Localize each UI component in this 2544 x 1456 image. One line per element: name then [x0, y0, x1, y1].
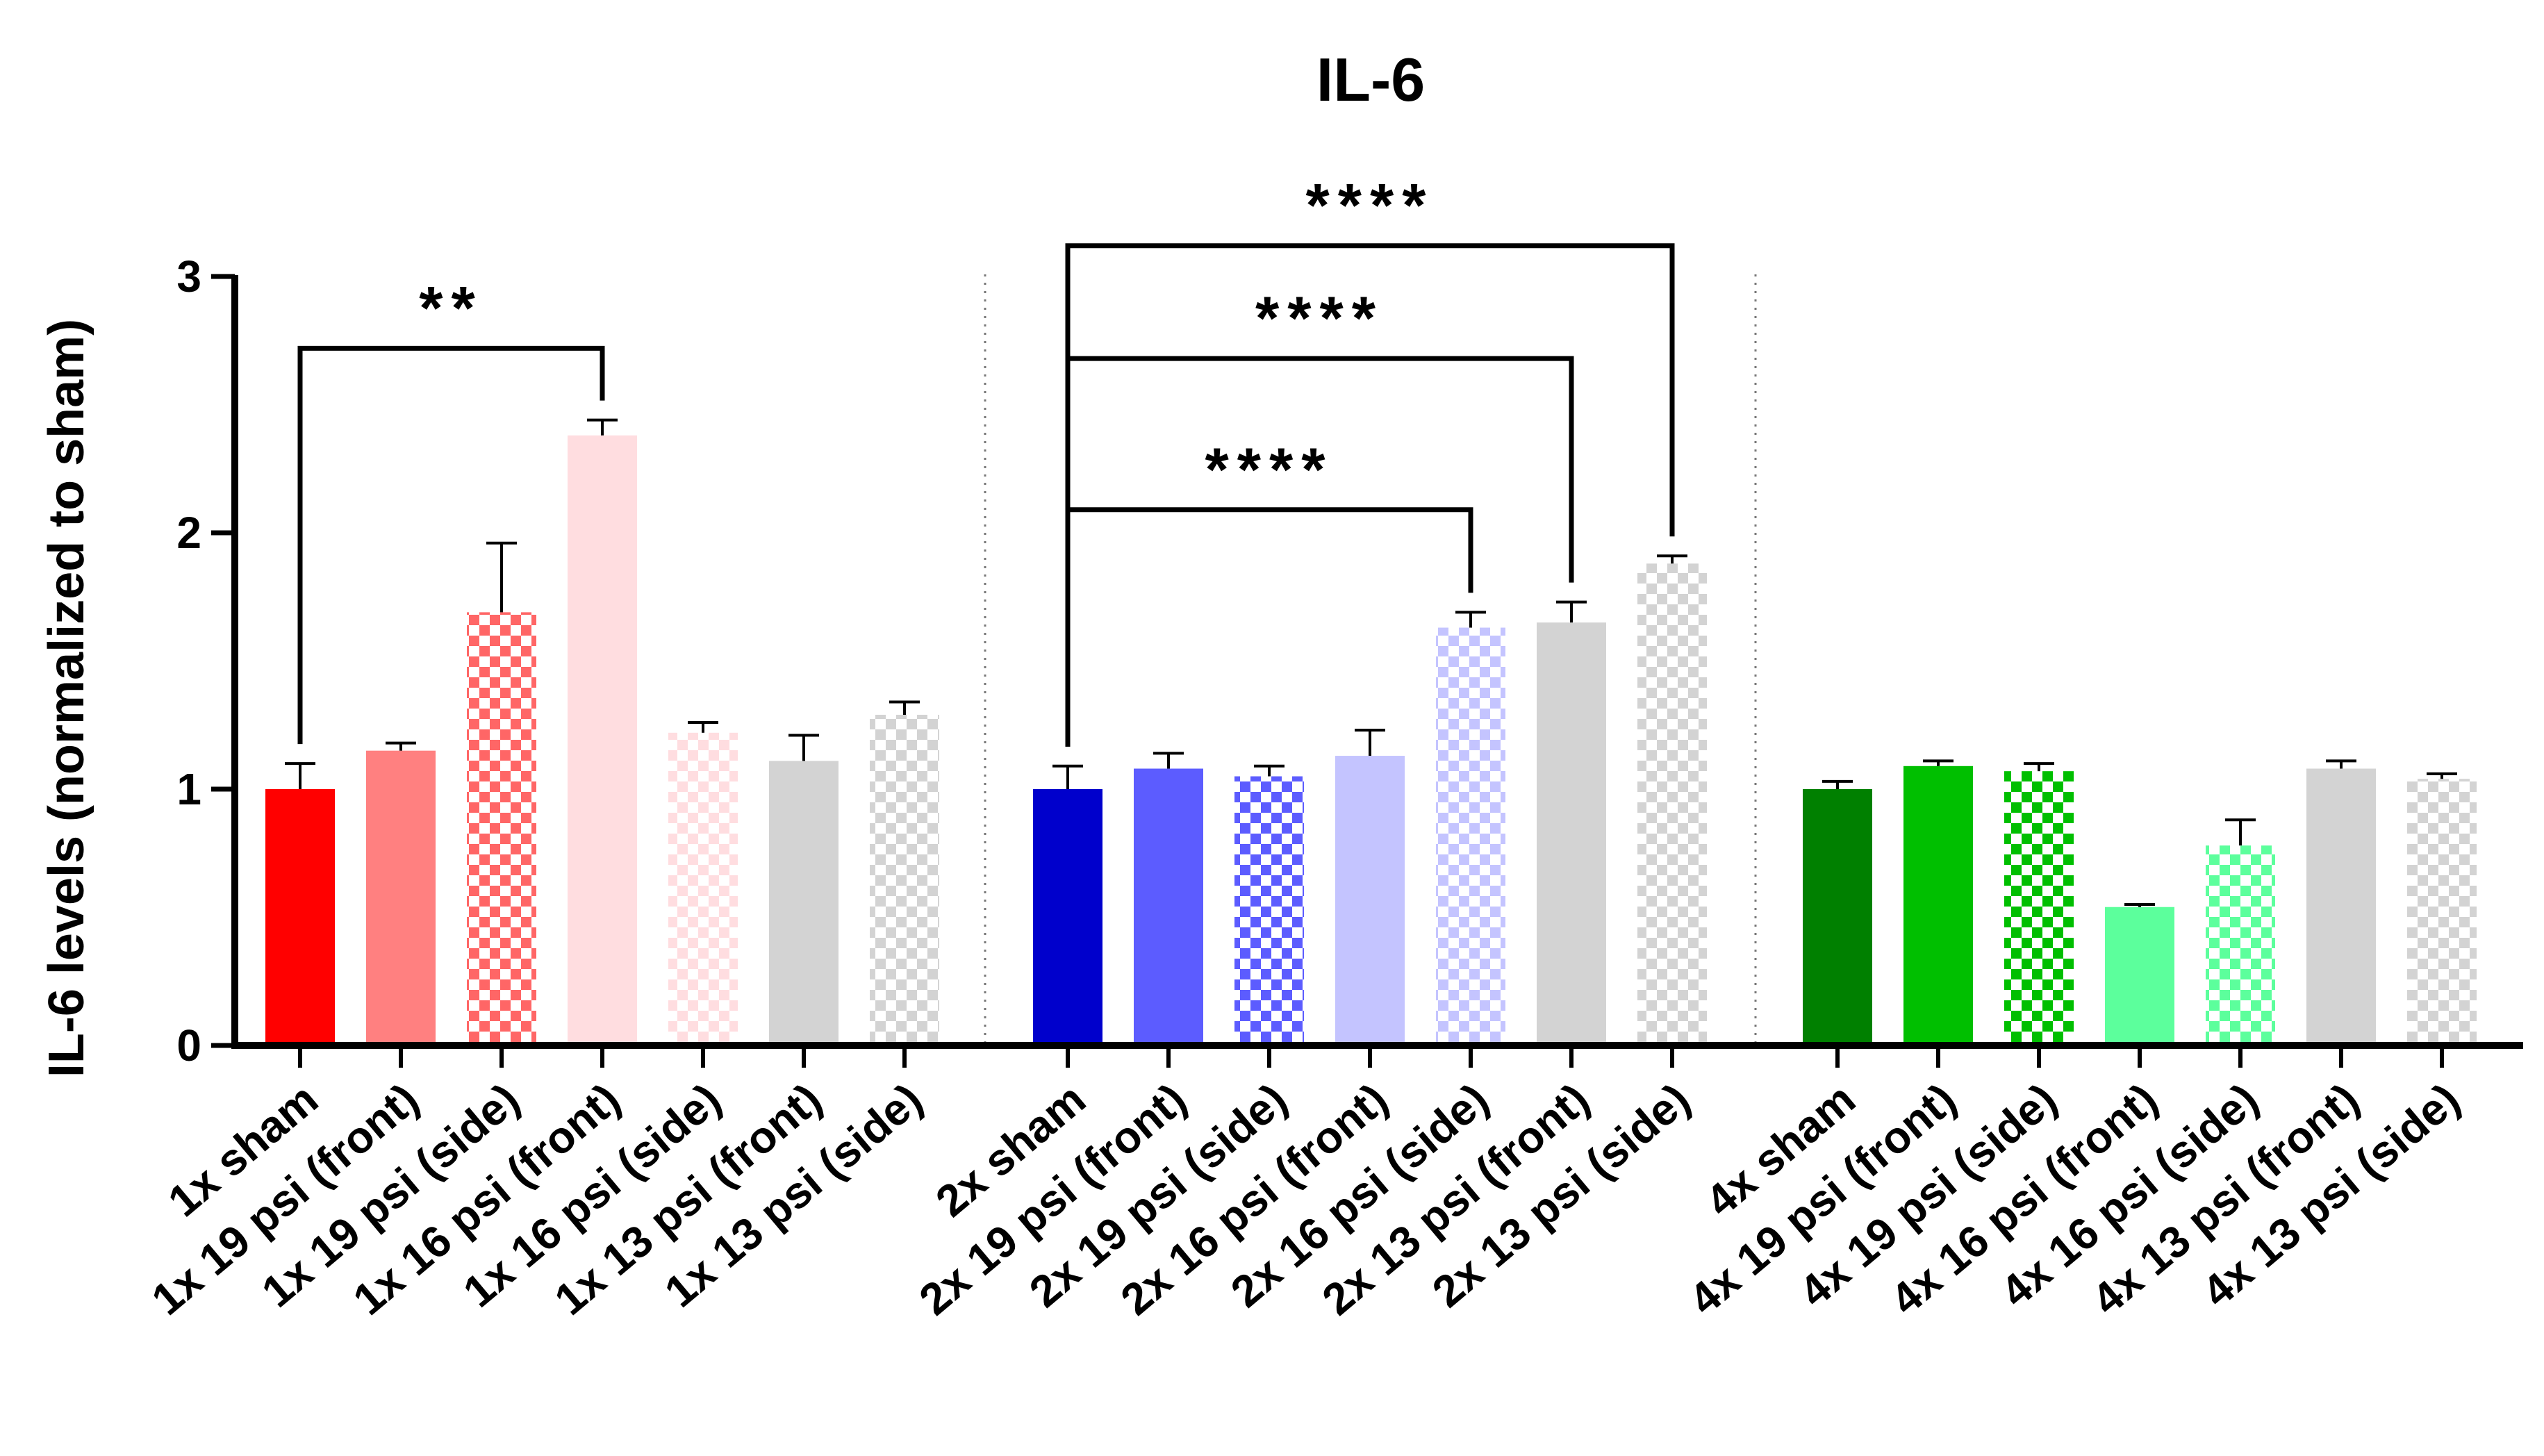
bar-2x-5 — [1537, 622, 1606, 1045]
significance-label-1: ** — [419, 273, 484, 342]
bar-1x-4 — [668, 732, 738, 1045]
bar-2x-0 — [1033, 789, 1102, 1045]
bars-layer — [265, 435, 2477, 1045]
significance-label-4: **** — [1306, 171, 1435, 240]
bar-1x-5 — [769, 761, 839, 1045]
bar-1x-3 — [568, 435, 637, 1045]
bar-1x-1 — [366, 750, 436, 1045]
y-tick-label: 0 — [176, 1020, 201, 1070]
significance-label-2: **** — [1205, 435, 1334, 504]
bar-4x-5 — [2306, 768, 2376, 1045]
bar-4x-0 — [1803, 789, 1872, 1045]
y-tick-label: 1 — [176, 764, 201, 814]
significance-bracket-1 — [297, 345, 605, 745]
y-axis-label: IL-6 levels (normalized to sham) — [39, 319, 94, 1077]
significance-bracket-2 — [1065, 507, 1473, 747]
significance-layer: ************** — [297, 171, 1675, 747]
bar-4x-6 — [2407, 779, 2477, 1045]
error-bars-layer — [285, 418, 2457, 907]
bar-1x-0 — [265, 789, 335, 1045]
bar-2x-2 — [1234, 776, 1304, 1045]
significance-label-3: **** — [1255, 283, 1384, 352]
bar-4x-3 — [2105, 907, 2174, 1045]
y-tick-label: 2 — [176, 508, 201, 558]
group-separators — [984, 274, 1757, 1045]
bar-1x-6 — [870, 714, 939, 1045]
bar-2x-6 — [1637, 563, 1707, 1045]
chart-title: IL-6 — [1316, 45, 1425, 114]
y-tick-label: 3 — [176, 251, 201, 301]
bar-1x-2 — [467, 612, 536, 1045]
axes-layer: 0 1 2 3 — [176, 251, 2523, 1070]
bar-4x-2 — [2004, 771, 2074, 1045]
bar-2x-3 — [1335, 756, 1405, 1045]
bar-4x-1 — [1903, 766, 1973, 1045]
bar-4x-4 — [2206, 845, 2275, 1045]
significance-bracket-4 — [1065, 243, 1675, 747]
bar-2x-4 — [1436, 627, 1505, 1045]
bar-2x-1 — [1134, 768, 1203, 1045]
